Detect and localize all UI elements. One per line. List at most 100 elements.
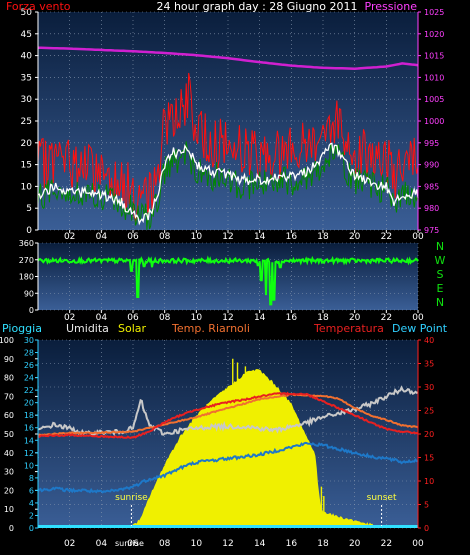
y-tick-label: 45	[21, 30, 32, 40]
pressure-series	[38, 46, 419, 70]
x-tick-label: 22	[381, 539, 392, 549]
x-tick-label: 20	[349, 232, 361, 242]
x-tick-label: 16	[286, 232, 298, 242]
y-tick-label: 16	[24, 424, 34, 433]
y-tick-label: 10	[24, 461, 34, 470]
x-tick-label: 10	[191, 313, 203, 323]
x-tick-label: 20	[349, 539, 361, 549]
x-tick-label: 02	[64, 539, 75, 549]
legend-item: Umidita	[66, 322, 109, 335]
x-tick-label: 22	[381, 313, 392, 323]
y-tick-label: 0	[9, 524, 14, 533]
y-tick-label: 60	[4, 411, 14, 420]
chart-title: 24 hour graph day : 28 Giugno 2011	[156, 0, 357, 13]
y-tick-label: 0	[26, 226, 32, 236]
y-tick-label: 15	[21, 161, 32, 171]
y-tick-label: 270	[19, 256, 34, 265]
y-tick-label: 35	[21, 73, 32, 83]
legend-item: Solar	[118, 322, 147, 335]
y-tick-label: 70	[4, 392, 14, 401]
x-tick-label: 18	[317, 313, 329, 323]
y-tick-label: 20	[424, 430, 434, 439]
y-tick-label: 5	[424, 501, 429, 510]
x-tick-label: 02	[64, 232, 75, 242]
y-tick-label: 360	[19, 239, 34, 248]
weather-panel: Pioggia Umidita Solar Temp. Riarnoli Tempera…	[0, 322, 448, 549]
compass-label: N	[436, 296, 444, 309]
y-tick-label: 24	[24, 374, 34, 383]
y-tick-label: 35	[424, 360, 434, 369]
x-tick-label: 16	[286, 539, 298, 549]
x-sunrise-label: sunrise	[115, 539, 144, 548]
y-tick-label: 1020	[424, 30, 444, 39]
x-tick-label: 04	[96, 232, 108, 242]
solar-spikes	[232, 358, 325, 528]
wind-direction-x-axis: 02 04 06 08 10 12 14 16 18 20 22 00	[64, 310, 424, 323]
y-tick-label: 10	[21, 182, 33, 192]
y-tick-label: 0	[424, 524, 429, 533]
wind-gust-series	[37, 72, 419, 223]
y-tick-label: 180	[19, 273, 34, 282]
y-tick-label: 28	[24, 349, 34, 358]
x-tick-label: 00	[412, 313, 424, 323]
y-tick-label: 25	[424, 407, 434, 416]
x-tick-label: 20	[349, 313, 361, 323]
y-tick-label: 40	[21, 52, 33, 62]
compass-label: N	[436, 240, 444, 253]
y-tick-label: 50	[4, 430, 14, 439]
x-tick-label: 04	[96, 313, 108, 323]
y-tick-label: 0	[29, 524, 34, 533]
y-tick-label: 995	[424, 139, 439, 148]
y-tick-label: 10	[4, 505, 14, 514]
y-tick-label: 30	[424, 383, 434, 392]
x-tick-label: 10	[191, 539, 203, 549]
y-tick-label: 22	[24, 386, 34, 395]
y-tick-label: 18	[24, 411, 34, 420]
legend-item: Dew Point	[392, 322, 448, 335]
x-tick-label: 02	[64, 313, 75, 323]
dewpoint-series	[37, 441, 418, 494]
x-tick-label: 14	[254, 313, 266, 323]
y-tick-label: 6	[29, 486, 34, 495]
y-tick-label: 1000	[424, 117, 444, 126]
wind-speed-series	[37, 141, 419, 231]
y-tick-label: 20	[24, 399, 34, 408]
y-tick-label: 1005	[424, 95, 444, 104]
x-tick-label: 22	[381, 232, 392, 242]
x-tick-label: 06	[127, 232, 139, 242]
legend-item: Temperatura	[313, 322, 384, 335]
y-tick-label: 14	[24, 436, 34, 445]
x-tick-label: 06	[127, 539, 139, 549]
y-tick-label: 100	[0, 336, 14, 345]
compass-label: E	[437, 282, 444, 295]
y-tick-label: 40	[4, 449, 14, 458]
y-tick-label: 12	[24, 449, 34, 458]
x-tick-label: 14	[254, 232, 266, 242]
x-tick-label: 18	[317, 539, 329, 549]
y-tick-label: 90	[4, 355, 14, 364]
y-tick-label: 25	[21, 117, 32, 127]
temperature-axis: 0 5 10 15 20 25 30 35 40	[417, 336, 434, 533]
y-tick-label: 30	[4, 468, 14, 477]
y-tick-label: 1025	[424, 8, 444, 17]
legend-pressione: Pressione	[365, 0, 418, 13]
x-tick-label: 00	[412, 539, 424, 549]
y-tick-label: 975	[424, 226, 439, 235]
pressure-axis: 975 980 985 990 995 1000 1005 1010 1015 1020 1025	[417, 8, 444, 235]
wind-pressure-x-axis: 02 04 06 08 10 12 14 16 18 20 22 00	[64, 230, 424, 242]
y-tick-label: 2	[29, 511, 34, 520]
x-tick-label: 00	[412, 232, 424, 242]
legend-forza-vento: Forza vento	[6, 0, 71, 13]
wind-direction-axis: 0 90 180 270 360	[19, 239, 39, 315]
y-tick-label: 8	[29, 474, 34, 483]
x-tick-label: 04	[96, 539, 108, 549]
compass-label: W	[435, 254, 446, 267]
y-tick-label: 990	[424, 161, 439, 170]
x-tick-label: 08	[159, 539, 171, 549]
solar-series	[38, 369, 418, 528]
wind-pressure-grid	[38, 11, 419, 231]
